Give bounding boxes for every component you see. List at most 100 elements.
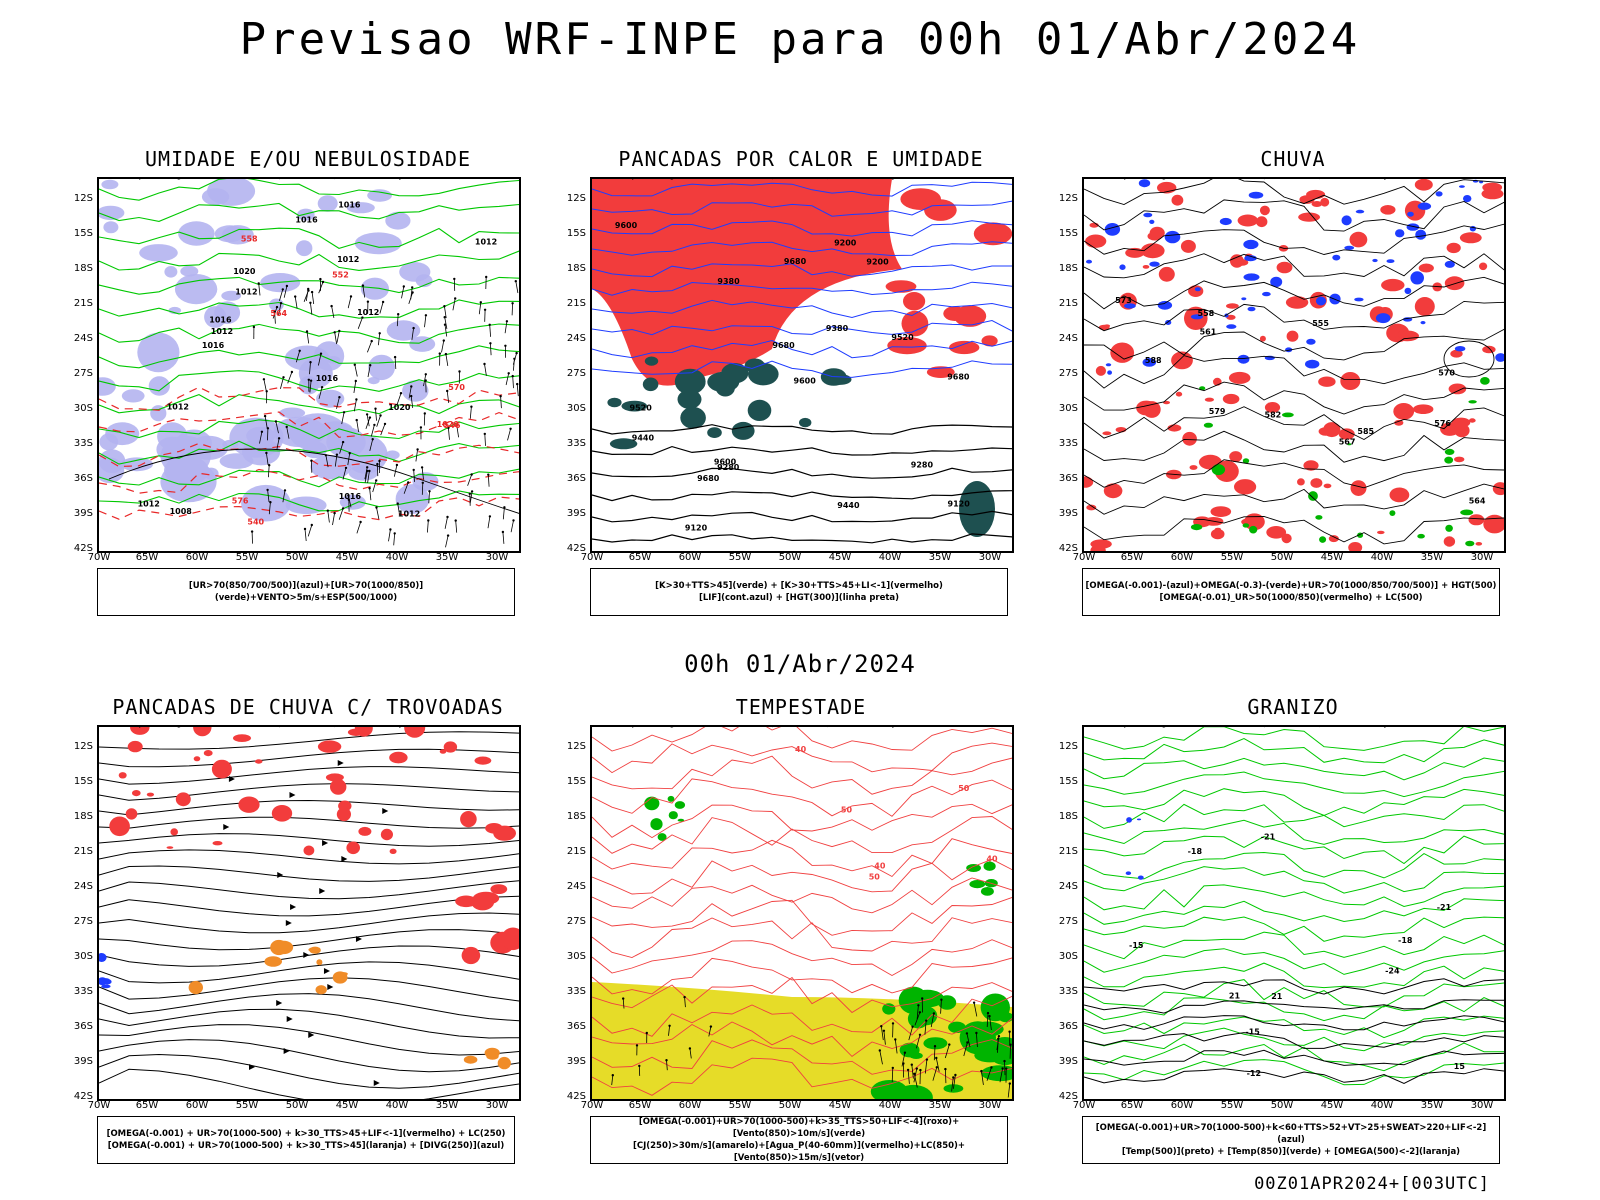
wind-vector: [342, 467, 347, 480]
contour-label: 573: [1115, 296, 1132, 305]
wind-vector-head: [397, 313, 400, 316]
k-tts-area: [642, 377, 659, 392]
contour-label: 540: [247, 517, 264, 526]
wind-vector: [379, 301, 384, 314]
humidity-upper-area: [289, 413, 347, 452]
temp-850-contour: [1084, 788, 1504, 816]
wind-vector-850-head: [1001, 1067, 1004, 1070]
wind-vector: [441, 340, 445, 353]
humidity-upper-area: [101, 179, 119, 190]
latitude-label: 42S: [73, 1091, 93, 1102]
height-300-contour: [592, 467, 1012, 479]
latitude-label: 33S: [73, 438, 93, 449]
wind-vector: [394, 357, 397, 370]
streamline-250: [99, 895, 519, 917]
wind-vector-head: [342, 411, 346, 414]
wind-vector-head: [402, 285, 405, 288]
wind-vector-head: [281, 288, 284, 291]
wind-vector: [489, 324, 491, 337]
latitude-label: 42S: [73, 543, 93, 554]
wind-vector-head: [514, 280, 517, 283]
latitude-label: 15S: [73, 228, 93, 239]
thunderstorm-area: [439, 749, 447, 754]
rain-area: [1175, 391, 1183, 397]
pressure-contour: [108, 448, 519, 514]
latitude-label: 21S: [566, 846, 586, 857]
wind-vector-850: [963, 1042, 968, 1057]
contour-label: 21: [1229, 992, 1241, 1001]
wind-vector-850-head: [1009, 1043, 1012, 1046]
latitude-label: 42S: [566, 1091, 586, 1102]
wind-vector-head: [438, 352, 441, 355]
wind-vector-head: [513, 357, 516, 360]
rain-area: [1303, 460, 1319, 471]
wind-vector-850: [924, 1059, 928, 1074]
streamline-250: [99, 1053, 519, 1089]
wind-vector-head: [507, 372, 510, 375]
temp-850-contour: [1084, 835, 1504, 865]
omega-area: [1165, 320, 1172, 325]
humidity-upper-area: [339, 494, 366, 510]
streamline-850: [592, 778, 1012, 817]
wind-vector-head: [326, 509, 329, 512]
rain-area: [1451, 417, 1471, 428]
contour-label: 9280: [717, 463, 740, 472]
streamline-250-arrow: [290, 904, 297, 910]
thunderstorm-area: [490, 884, 508, 894]
panel-legend: [OMEGA(-0.001)-(azul)+OMEGA(-0.3)-(verde…: [1082, 568, 1500, 616]
rain-area: [1298, 212, 1320, 222]
rain-area: [1349, 231, 1368, 248]
rain-area: [1090, 539, 1112, 549]
humidity-upper-area: [296, 240, 313, 257]
wind-vector-850-head: [910, 1063, 913, 1066]
instability-area: [973, 222, 1012, 246]
thunderstorm-area: [127, 740, 143, 753]
wind-vector-head: [378, 332, 381, 335]
wind-vector: [487, 474, 490, 487]
wind-vector-head: [361, 316, 364, 319]
streamline-250-arrow: [323, 968, 330, 974]
temp-500-contour: [1084, 999, 1504, 1014]
streamline-250: [99, 865, 519, 882]
wind-vector-head: [393, 355, 397, 359]
wind-vector: [388, 529, 391, 542]
omega-area: [1495, 353, 1504, 362]
rain-area: [1443, 536, 1456, 547]
wind-vector-head: [420, 466, 424, 469]
longitude-label: 35W: [435, 552, 459, 563]
contour-label: 9520: [630, 404, 653, 413]
wind-vector-head: [424, 314, 428, 317]
wind-vector-850-head: [882, 1029, 886, 1032]
wind-vector-850: [989, 1016, 992, 1031]
panel-title: CHUVA: [1260, 147, 1326, 171]
rain-area: [1256, 216, 1268, 228]
wind-vector-head: [470, 405, 473, 408]
wind-vector-850: [986, 1013, 989, 1028]
height-500-contour: [1084, 179, 1504, 205]
latitude-label: 30S: [566, 951, 586, 962]
longitude-label: 55W: [235, 1100, 259, 1111]
omega-area: [1355, 209, 1365, 214]
wind-vector: [423, 374, 427, 387]
contour-label: 1012: [398, 510, 420, 519]
omega-area: [1341, 215, 1352, 226]
humidity-low-contour: [99, 468, 519, 488]
streamline-850: [592, 727, 1012, 752]
streamline-250-arrow: [289, 792, 296, 798]
rain-area: [1167, 424, 1182, 432]
wind-vector-850-head: [645, 1031, 648, 1035]
streamline-250-arrow: [322, 840, 329, 846]
k-tts-area: [707, 427, 722, 438]
wind-vector-head: [319, 352, 323, 355]
humidity-upper-area: [201, 188, 230, 206]
latitude-label: 18S: [1058, 263, 1078, 274]
omega-area: [1190, 314, 1204, 320]
wind-vector: [504, 321, 508, 334]
wind-vector: [354, 364, 358, 377]
shower-area: [486, 1053, 499, 1060]
longitude-label: 70W: [1072, 1100, 1096, 1111]
latitude-label: 24S: [73, 881, 93, 892]
map-panel: 1012 1012 1012 1012 1020 1012 1012 1008 1016 1016…: [97, 177, 521, 553]
wind-vector: [367, 365, 371, 378]
humidity-upper-area: [180, 265, 199, 277]
